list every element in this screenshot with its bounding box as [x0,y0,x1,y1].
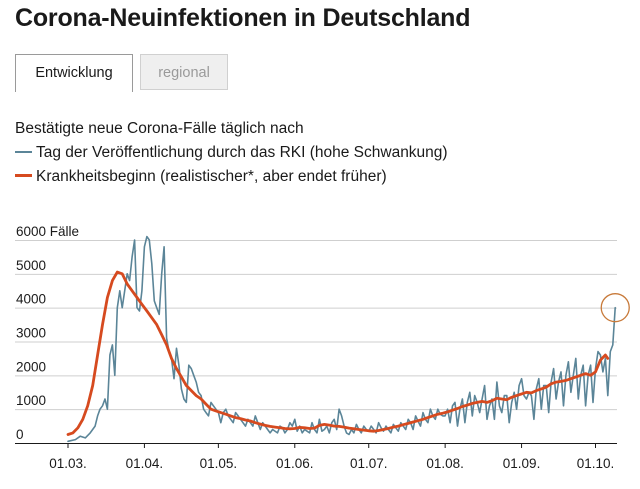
y-tick-label-1000: 1000 [16,393,46,408]
tab-entwicklung[interactable]: Entwicklung [15,54,133,92]
chart-highlight [600,293,630,323]
legend-label-krankheitsbeginn: Krankheitsbeginn (realistischer*, aber e… [36,168,387,185]
tab-regional[interactable]: regional [140,54,228,90]
legend-swatch-krankheitsbeginn [15,174,32,178]
x-tick-label-2: 01.05. [200,456,238,471]
y-axis-labels: 0 1000 2000 3000 4000 5000 6000 Fälle [16,224,79,442]
legend-item-krankheitsbeginn: Krankheitsbeginn (realistischer*, aber e… [15,165,448,189]
legend-item-rki: Tag der Veröffentlichung durch das RKI (… [15,141,448,165]
highlight-circle [600,293,630,323]
y-tick-label-0: 0 [16,427,24,442]
y-tick-label-2000: 2000 [16,359,46,374]
chart-grid [15,240,617,411]
series-line-rki [67,235,616,443]
chart-series [66,235,616,443]
x-axis: 01.03. 01.04. 01.05. 01.06. 01.07. 01.08. 01.0… [15,443,617,471]
chart-description: Bestätigte neue Corona-Fälle täglich nac… [15,117,448,189]
x-tick-label-6: 01.09. [503,456,541,471]
legend-label-rki: Tag der Veröffentlichung durch das RKI (… [36,144,448,161]
y-tick-label-3000: 3000 [16,326,46,341]
description-text: Bestätigte neue Corona-Fälle täglich nac… [15,120,304,137]
x-tick-label-0: 01.03. [49,456,87,471]
x-tick-label-1: 01.04. [126,456,164,471]
series-line-krankheitsbeginn [66,270,610,436]
page-title: Corona-Neuinfektionen in Deutschland [15,4,471,32]
y-tick-label-4000: 4000 [16,292,46,307]
legend-swatch-rki [15,150,32,153]
x-tick-label-4: 01.07. [350,456,388,471]
x-tick-label-7: 01.10. [577,456,615,471]
y-tick-label-6000: 6000 Fälle [16,224,79,239]
y-tick-label-5000: 5000 [16,258,46,273]
x-tick-label-3: 01.06. [276,456,314,471]
x-tick-label-5: 01.08. [426,456,464,471]
